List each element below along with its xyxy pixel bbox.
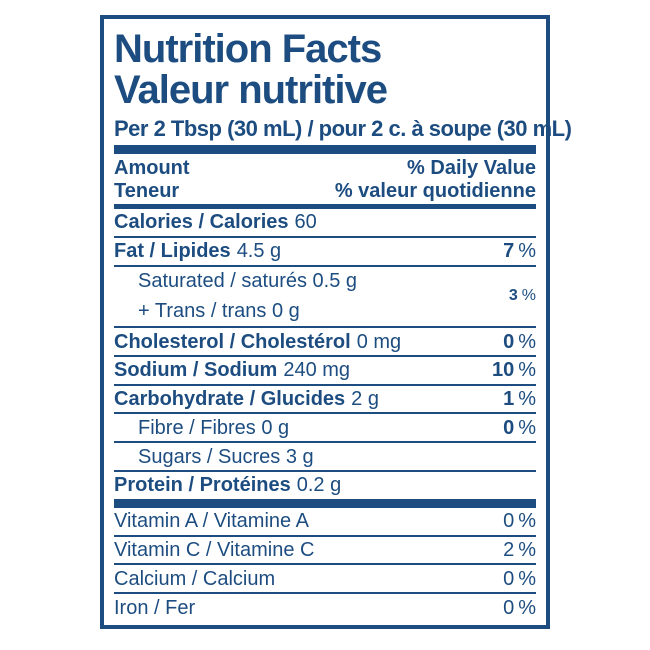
separator-thin [114,563,536,566]
saturated-trans-percent: 3% [509,287,536,305]
title-french: Valeur nutritive [114,68,388,112]
separator-thin [114,441,536,444]
amount-label-en: Amount [114,157,190,179]
column-header: Amount Teneur % Daily Value % valeur quo… [114,157,536,203]
iron-percent: 0% [503,597,536,619]
separator-thin [114,592,536,595]
amount-header: Amount Teneur [114,157,190,203]
separator-thin [114,412,536,415]
separator-thick [114,498,536,508]
calories-name: Calories / Calories [114,211,289,234]
row-cholesterol: Cholesterol / Cholestérol 0 mg 0% [114,328,536,355]
protein-text: Protein / Protéines 0.2 g [114,474,341,496]
percent-sign: % [518,388,536,411]
protein-name: Protein / Protéines [114,474,291,497]
percent-sign: % [518,330,536,353]
separator-thin [114,264,536,267]
protein-value: 0.2 g [296,474,342,497]
cholesterol-percent: 0% [503,331,536,353]
sodium-percent: 10% [492,359,536,381]
fat-name: Fat / Lipides [114,240,231,263]
row-saturated-trans: Saturated / saturés 0.5 g + Trans / tran… [114,267,536,327]
row-fat: Fat / Lipides 4.5 g 7% [114,238,536,265]
fibre-label: Fibre / Fibres 0 g [138,416,290,439]
percent-sign: % [521,287,536,305]
percent-sign: % [518,539,536,561]
separator-thick [114,145,536,154]
daily-value-label-en: % Daily Value [407,157,536,179]
serving-size: Per 2 Tbsp (30 mL) / pour 2 c. à soupe (… [114,116,572,141]
cholesterol-text: Cholesterol / Cholestérol 0 mg [114,331,401,353]
calcium-percent-value: 0 [503,567,515,590]
row-vitamin-c: Vitamin C / Vitamine C 2% [114,537,536,564]
saturated-label: Saturated / saturés 0.5 g [138,269,358,292]
calcium-percent: 0% [503,568,536,590]
fibre-percent-value: 0 [503,416,515,439]
amount-label-fr: Teneur [114,180,180,202]
saturated-trans-percent-value: 3 [508,287,518,305]
percent-sign: % [518,596,536,619]
carbohydrate-percent-value: 1 [503,388,515,411]
vitamin-c-percent-value: 2 [503,539,515,561]
percent-sign: % [518,240,536,263]
saturated-trans-text: Saturated / saturés 0.5 g + Trans / tran… [114,267,357,327]
carbohydrate-text: Carbohydrate / Glucides 2 g [114,388,379,410]
separator-medium [114,204,536,209]
fat-text: Fat / Lipides 4.5 g [114,240,281,262]
iron-percent-value: 0 [503,596,515,619]
row-iron: Iron / Fer 0% [114,594,536,621]
trans-label: + Trans / trans 0 g [138,299,300,322]
vitamin-c-percent: 2% [503,539,536,561]
vitamin-c-label: Vitamin C / Vitamine C [114,539,315,561]
row-protein: Protein / Protéines 0.2 g [114,472,536,499]
separator-thin [114,235,536,238]
label-title: Nutrition Facts Valeur nutritive [114,29,536,111]
cholesterol-percent-value: 0 [503,330,515,353]
calories-text: Calories / Calories 60 [114,211,317,233]
daily-value-label-fr: % valeur quotidienne [334,180,536,202]
percent-sign: % [518,567,536,590]
row-calories: Calories / Calories 60 [114,209,536,236]
carbohydrate-name: Carbohydrate / Glucides [114,388,346,411]
title-english: Nutrition Facts [114,27,382,71]
cholesterol-value: 0 mg [356,330,402,353]
cholesterol-name: Cholesterol / Cholestérol [114,330,351,353]
daily-value-header: % Daily Value % valeur quotidienne [335,157,536,203]
fat-percent: 7% [503,240,536,262]
separator-thin [114,326,536,329]
sodium-text: Sodium / Sodium 240 mg [114,359,350,381]
sodium-percent-value: 10 [491,359,515,382]
fibre-percent: 0% [503,417,536,439]
row-carbohydrate: Carbohydrate / Glucides 2 g 1% [114,386,536,413]
vitamin-a-label: Vitamin A / Vitamine A [114,510,309,533]
row-sodium: Sodium / Sodium 240 mg 10% [114,357,536,384]
row-calcium: Calcium / Calcium 0% [114,565,536,592]
carbohydrate-value: 2 g [351,388,379,411]
sugars-label: Sugars / Sucres 3 g [138,445,314,468]
percent-sign: % [518,510,536,533]
separator-thin [114,354,536,357]
separator-thin [114,470,536,473]
row-fibre: Fibre / Fibres 0 g 0% [114,414,536,441]
nutrition-facts-label: Nutrition Facts Valeur nutritive Per 2 T… [100,15,572,629]
iron-label: Iron / Fer [114,596,196,619]
fat-value: 4.5 g [236,240,282,263]
calories-value: 60 [294,211,317,234]
sodium-name: Sodium / Sodium [114,359,278,382]
carbohydrate-percent: 1% [503,388,536,410]
separator-thin [114,383,536,386]
sodium-value: 240 mg [283,359,351,382]
percent-sign: % [518,359,536,382]
vitamin-a-percent-value: 0 [503,510,515,533]
separator-thin [114,534,536,537]
row-vitamin-a: Vitamin A / Vitamine A 0% [114,508,536,535]
vitamin-a-percent: 0% [503,510,536,532]
row-sugars: Sugars / Sucres 3 g [114,443,536,470]
fat-percent-value: 7 [503,240,515,263]
percent-sign: % [518,416,536,439]
calcium-label: Calcium / Calcium [114,567,276,590]
